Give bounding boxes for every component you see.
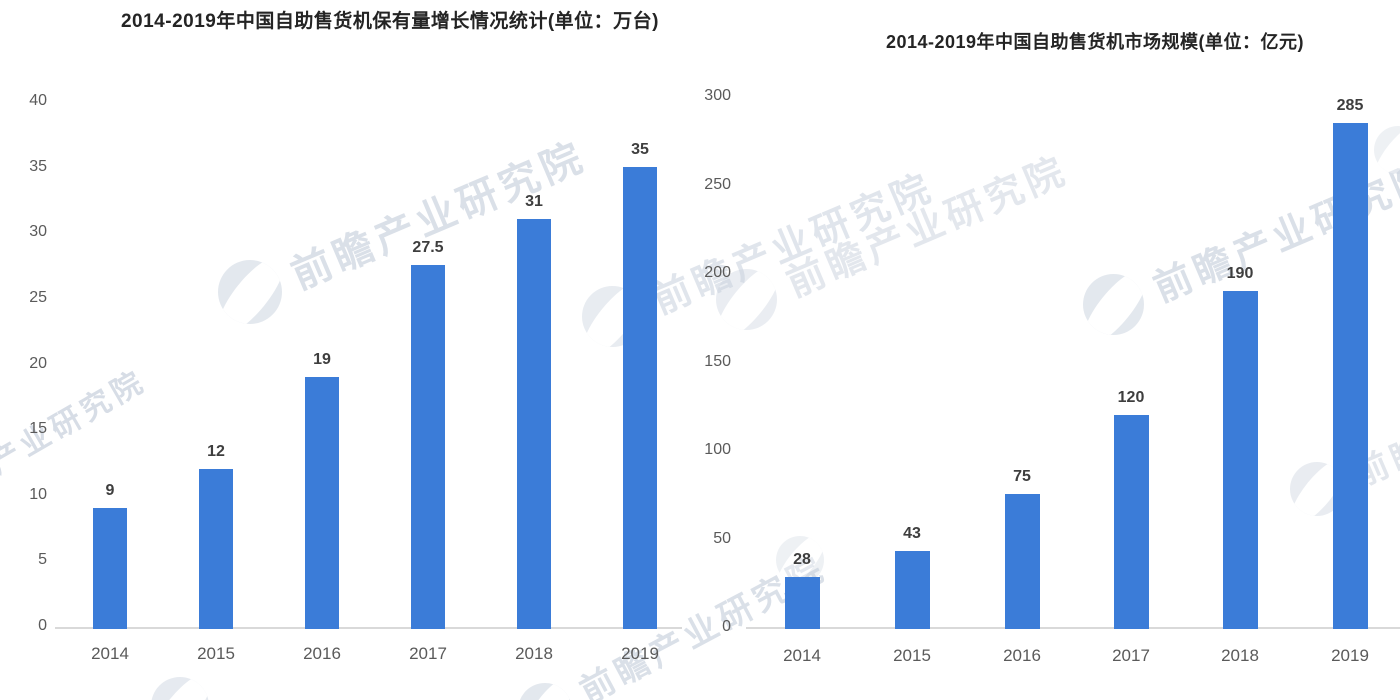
y-axis-tick-label: 30: [29, 223, 47, 241]
bar-value-label: 19: [313, 350, 331, 368]
bar-value-label: 31: [525, 193, 543, 211]
y-axis-tick-label: 10: [29, 485, 47, 503]
chart-right-title: 2014-2019年中国自助售货机市场规模(单位：亿元): [885, 32, 1305, 52]
bar-value-label: 28: [793, 551, 811, 569]
bar: [1113, 414, 1149, 629]
bar-value-label: 12: [207, 442, 225, 460]
bar-value-label: 35: [631, 140, 649, 158]
bar-value-label: 120: [1117, 388, 1145, 406]
y-axis-tick-label: 150: [704, 352, 731, 370]
bar-value-label: 43: [903, 524, 921, 542]
x-axis-category-label: 2017: [1112, 646, 1150, 665]
y-axis-tick-label: 0: [722, 618, 731, 635]
y-axis-tick-label: 50: [713, 529, 731, 547]
bar: [305, 376, 339, 629]
y-axis-tick-label: 35: [29, 157, 47, 175]
y-axis-tick-label: 40: [29, 92, 47, 109]
bar: [623, 166, 657, 629]
y-axis-tick-label: 25: [29, 288, 47, 306]
bar-value-label: 190: [1226, 264, 1254, 282]
y-axis-tick-label: 200: [704, 264, 731, 281]
x-axis-line: [746, 627, 1400, 629]
bar-value-label: 9: [105, 481, 115, 499]
bar-value-label: 27.5: [412, 239, 444, 257]
bar-value-label: 285: [1336, 96, 1364, 114]
y-axis-tick-label: 0: [38, 617, 47, 634]
bar: [411, 265, 445, 629]
bar: [784, 577, 820, 629]
x-axis-line: [55, 627, 682, 629]
x-axis-category-label: 2015: [893, 646, 931, 665]
x-axis-category-label: 2019: [621, 644, 659, 663]
bar: [1004, 494, 1040, 629]
x-axis-category-label: 2018: [1221, 646, 1259, 665]
y-axis-tick-label: 100: [704, 441, 731, 458]
x-axis-category-label: 2014: [91, 644, 129, 663]
bar: [1332, 122, 1368, 629]
x-axis-category-label: 2018: [515, 644, 553, 663]
bar: [894, 550, 930, 629]
x-axis-category-label: 2019: [1331, 646, 1369, 665]
y-axis-tick-label: 20: [29, 354, 47, 372]
x-axis-category-label: 2016: [1003, 646, 1041, 665]
bar: [93, 507, 127, 629]
x-axis-category-label: 2015: [197, 644, 235, 663]
x-axis-category-label: 2016: [303, 644, 341, 663]
y-axis-tick-label: 5: [38, 551, 47, 569]
bar: [1222, 290, 1258, 629]
bar-value-label: 75: [1013, 468, 1031, 486]
x-axis-category-label: 2014: [783, 646, 821, 665]
y-axis-tick-label: 300: [704, 87, 731, 104]
bar: [517, 219, 551, 629]
chart-left-title: 2014-2019年中国自助售货机保有量增长情况统计(单位：万台): [120, 11, 660, 32]
bar: [199, 468, 233, 629]
x-axis-category-label: 2017: [409, 644, 447, 663]
y-axis-tick-label: 15: [29, 420, 47, 438]
y-axis-tick-label: 250: [704, 175, 731, 193]
